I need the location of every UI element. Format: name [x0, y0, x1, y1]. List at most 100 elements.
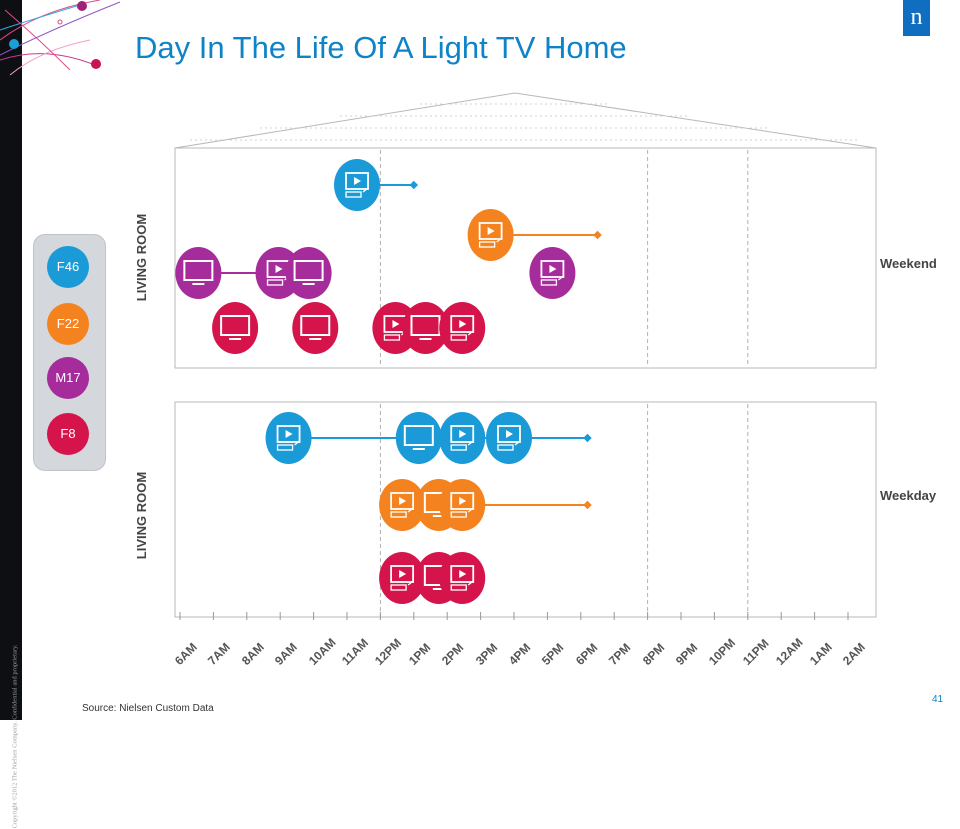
duration-end-marker [583, 433, 592, 443]
nielsen-logo: n [903, 0, 930, 36]
play-glyph [392, 320, 400, 328]
tv-dvr-icon [265, 412, 312, 464]
dvr-box [450, 511, 467, 518]
dvr-box [540, 279, 558, 286]
person-label: F46 [56, 259, 80, 274]
screen-shape [450, 565, 475, 583]
viewing-rows [175, 159, 602, 604]
dvr-box [390, 511, 407, 518]
play-glyph [285, 430, 293, 438]
tv-dvr-icon [529, 247, 576, 299]
tv-dvr-icon [379, 552, 426, 604]
remote-glyph [467, 507, 474, 513]
dvr-box [478, 241, 496, 248]
icon-bubble [467, 209, 514, 261]
icon-bubble [292, 302, 339, 354]
day-label-weekend: Weekend [880, 256, 937, 271]
duration-end-marker [593, 230, 602, 240]
tv-icon [402, 302, 449, 354]
dvr-box [497, 444, 514, 451]
source-note: Source: Nielsen Custom Data [82, 703, 214, 714]
decorative-network-graphic [0, 0, 121, 76]
remote-glyph [362, 187, 369, 193]
icon-bubble [439, 412, 486, 464]
play-glyph [505, 430, 513, 438]
remote-glyph [496, 237, 503, 243]
screen-shape [450, 425, 475, 443]
dvr-box [390, 584, 407, 591]
tv-dvr-icon [379, 479, 426, 531]
remote-glyph [467, 580, 474, 586]
screen-shape [390, 492, 415, 510]
tv-icon [212, 302, 259, 354]
person-f46: F46 [47, 246, 89, 288]
dvr-box [450, 584, 467, 591]
play-glyph [487, 227, 495, 235]
person-label: F22 [56, 316, 80, 331]
remote-glyph [407, 580, 414, 586]
icon-bubble [265, 412, 312, 464]
tv-dvr-icon [439, 552, 486, 604]
screen-shape [293, 260, 324, 281]
tv-dvr-icon [334, 159, 381, 211]
icon-bubble [379, 552, 426, 604]
play-glyph [399, 570, 407, 578]
tv-dvr-icon [467, 209, 514, 261]
icon-bubble [439, 302, 486, 354]
screen-shape [390, 565, 415, 583]
icon-bubble [485, 412, 532, 464]
icon-bubble [439, 552, 486, 604]
screen-shape [540, 260, 565, 278]
screen-shape [276, 425, 301, 443]
remote-glyph [514, 440, 521, 446]
page-title: Day In The Life Of A Light TV Home [135, 30, 627, 65]
screen-shape [300, 315, 331, 336]
person-f22: F22 [47, 303, 89, 345]
play-glyph [459, 570, 467, 578]
person-label: F8 [60, 426, 76, 441]
dvr-box [276, 444, 294, 451]
weekend-room-box [174, 147, 877, 369]
screen-shape [220, 315, 251, 336]
time-dividers [379, 150, 749, 616]
remote-glyph [294, 440, 300, 446]
tv-icon [395, 412, 442, 464]
timeline-chart [174, 92, 877, 620]
duration-end-marker [583, 500, 592, 510]
screen-shape [403, 425, 434, 446]
tv-dvr-icon [439, 302, 486, 354]
icon-bubble [529, 247, 576, 299]
tv-icon [175, 247, 222, 299]
remote-glyph [467, 330, 474, 336]
screen-shape [183, 260, 214, 281]
page-number: 41 [932, 694, 944, 705]
tv-dvr-icon [439, 479, 486, 531]
dvr-box [450, 334, 467, 341]
tv-dvr-icon [485, 412, 532, 464]
sidebar-strip: Copyright ©2012 The Nielsen Company. Con… [0, 0, 22, 829]
dvr-box [450, 444, 467, 451]
screen-shape [450, 315, 475, 333]
play-glyph [459, 497, 467, 505]
icon-bubble [212, 302, 259, 354]
person-label: M17 [55, 370, 81, 385]
play-glyph [459, 320, 467, 328]
person-m17: M17 [47, 357, 89, 399]
dvr-box [383, 334, 401, 341]
tv-dvr-icon [439, 412, 486, 464]
remote-glyph [558, 275, 564, 281]
screen-shape [478, 222, 503, 240]
time-axis [179, 612, 849, 620]
icon-bubble [379, 479, 426, 531]
dvr-box [345, 191, 362, 198]
duration-end-marker [409, 180, 419, 190]
icon-bubble [175, 247, 222, 299]
play-glyph [354, 177, 362, 185]
icon-bubble [334, 159, 381, 211]
tv-icon [285, 247, 332, 299]
remote-glyph [467, 440, 474, 446]
day-label-weekday: Weekday [880, 488, 937, 503]
icon-bubble [395, 412, 442, 464]
tv-icon [292, 302, 339, 354]
play-glyph [275, 265, 283, 273]
